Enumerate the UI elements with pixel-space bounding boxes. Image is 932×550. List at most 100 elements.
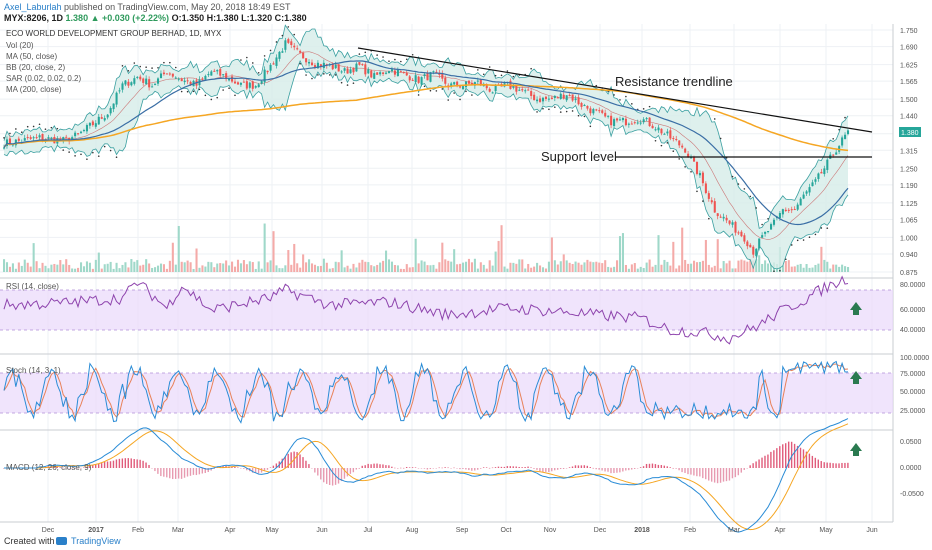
- macd-hist-bar: [746, 468, 748, 469]
- candle-body: [316, 62, 319, 69]
- time-tick-label: Mar: [172, 527, 185, 534]
- macd-up-arrow-icon: [850, 443, 862, 456]
- macd-hist-bar: [787, 441, 790, 468]
- macd-hist-bar: [713, 468, 716, 483]
- candle-body: [272, 63, 275, 65]
- sar-dot: [808, 236, 811, 239]
- macd-hist-bar: [414, 467, 417, 468]
- candle-body: [308, 61, 311, 64]
- sar-dot: [844, 116, 846, 119]
- macd-hist-bar: [145, 462, 147, 468]
- volume-bar: [71, 268, 74, 272]
- macd-hist-bar: [379, 464, 381, 468]
- sar-dot: [80, 153, 82, 156]
- candle-body: [257, 84, 260, 88]
- candle-body: [820, 171, 823, 174]
- macd-hist-bar: [536, 468, 538, 470]
- price-tick-label: 1.190: [900, 183, 918, 190]
- quote-line: MYX:8206, 1D 1.380 ▲ +0.030 (+2.22%) O:1…: [4, 13, 307, 23]
- macd-hist-bar: [186, 468, 189, 477]
- candle-body: [541, 97, 545, 102]
- macd-hist-bar: [826, 462, 828, 468]
- candle-body: [145, 78, 148, 85]
- volume-bar: [162, 264, 165, 272]
- volume-bar: [56, 264, 59, 272]
- sar-dot: [405, 58, 408, 61]
- volume-bar: [168, 260, 171, 272]
- candle-body: [607, 115, 610, 117]
- candle-body: [693, 157, 696, 162]
- author-link[interactable]: Axel_Laburlah: [4, 2, 62, 12]
- macd-hist-bar: [628, 468, 630, 471]
- macd-hist-bar: [790, 441, 793, 468]
- candle-body: [728, 220, 731, 224]
- candle-body: [385, 72, 388, 74]
- volume-bar: [693, 260, 696, 272]
- sar-dot: [234, 94, 236, 97]
- macd-hist-bar: [636, 468, 639, 469]
- volume-bar: [115, 262, 118, 272]
- macd-hist-bar: [201, 468, 204, 474]
- candle-body: [580, 102, 583, 107]
- volume-bar: [500, 225, 503, 272]
- sar-dot: [577, 114, 580, 117]
- sar-dot: [180, 90, 183, 93]
- sar-dot: [68, 151, 70, 153]
- sar-dot: [583, 115, 586, 118]
- candle-body: [657, 127, 660, 131]
- time-tick-label: Apr: [775, 527, 787, 534]
- macd-hist-bar: [719, 468, 722, 483]
- volume-bar: [198, 267, 201, 272]
- volume-bar: [361, 259, 364, 272]
- candle-body: [127, 81, 130, 86]
- candle-body: [319, 64, 322, 67]
- volume-bar: [456, 264, 459, 272]
- volume-bar: [192, 268, 195, 272]
- macd-hist-bar: [767, 454, 769, 468]
- macd-hist-bar: [554, 468, 556, 471]
- candle-body: [518, 89, 521, 91]
- volume-bar: [604, 260, 607, 272]
- macd-hist-bar: [142, 460, 144, 468]
- macd-hist-bar: [592, 467, 594, 469]
- candle-body: [408, 76, 411, 81]
- candle-body: [707, 193, 710, 199]
- sar-dot: [477, 69, 479, 71]
- macd-hist-bar: [832, 463, 834, 468]
- volume-bar: [687, 263, 690, 272]
- sar-dot: [696, 190, 698, 193]
- macd-hist-bar: [562, 468, 565, 470]
- volume-bar: [544, 268, 548, 272]
- sar-dot: [163, 61, 165, 64]
- sar-dot: [400, 60, 402, 63]
- volume-bar: [186, 260, 189, 272]
- volume-bar: [737, 260, 740, 272]
- volume-bar: [518, 259, 521, 272]
- candle-body: [171, 73, 174, 77]
- macd-hist-bar: [177, 468, 180, 479]
- candle-body: [784, 209, 787, 212]
- candle-body: [524, 90, 527, 92]
- volume-bar: [482, 264, 485, 272]
- volume-bar: [651, 266, 654, 272]
- volume-bar: [470, 262, 473, 272]
- candle-body: [681, 145, 684, 148]
- time-tick-label: Jul: [364, 527, 373, 534]
- candle-body: [488, 88, 491, 92]
- time-tick-label: Mar: [728, 527, 741, 534]
- volume-bar: [595, 261, 598, 272]
- macd-hist-bar: [610, 468, 612, 474]
- candle-body: [690, 157, 693, 159]
- tradingview-link[interactable]: TradingView: [71, 536, 121, 546]
- candle-body: [245, 81, 248, 89]
- volume-bar: [485, 268, 488, 272]
- candle-body: [734, 221, 737, 233]
- volume-bar: [618, 236, 622, 272]
- volume-bar: [826, 261, 829, 272]
- rsi-tick-label: 80.0000: [900, 282, 925, 289]
- volume-bar: [133, 261, 136, 272]
- macd-hist-bar: [65, 467, 67, 469]
- macd-hist-bar: [74, 468, 76, 469]
- macd-hist-bar: [708, 468, 710, 481]
- macd-hist-bar: [355, 468, 358, 470]
